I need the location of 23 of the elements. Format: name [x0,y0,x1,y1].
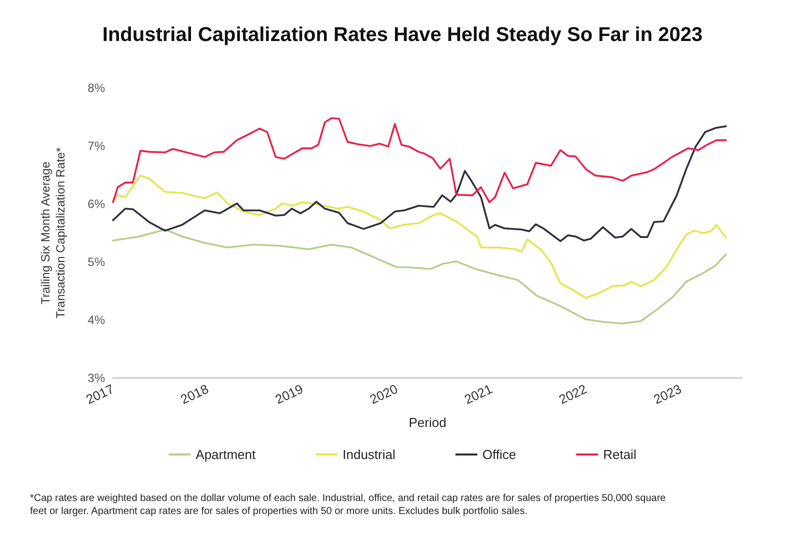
chart-title: Industrial Capitalization Rates Have Held Steady So Far in 2023 [102,24,703,46]
y-axis-title: Trailing Six Month Average Transaction Capitalization Rate* [38,147,68,318]
y-tick-label: 4% [88,313,106,327]
x-axis-title: Period [408,415,446,430]
x-tick-label: 2020 [367,381,400,408]
text: *Cap rates are weighted based on the dollar volume of each sale. Industrial, office, and retail cap rates are for sales of properties 50,000 square feet or larger. Apartment cap rates are for sales of properties with 50 or more units. Excludes bulk portfolio sales. [30,493,669,517]
x-tick-label: 2021 [462,381,495,408]
y-tick-label: 6% [88,197,106,211]
x-tick-label: 2023 [651,381,684,408]
line-series [112,117,727,204]
legend-label: Industrial [342,447,396,462]
x-tick-label: 2022 [556,381,590,408]
line-series [112,228,727,324]
y-tick-label: 7% [88,139,106,153]
line-series [112,125,727,242]
legend-label: Apartment [196,447,256,462]
y-tick-label: 8% [88,81,106,95]
x-tick-label: 2019 [272,381,306,408]
line-series [112,174,727,299]
y-tick-label: 5% [88,255,106,269]
x-tick-label: 2018 [178,381,211,408]
legend-label: Retail [603,447,636,462]
legend-label: Office [482,447,516,462]
